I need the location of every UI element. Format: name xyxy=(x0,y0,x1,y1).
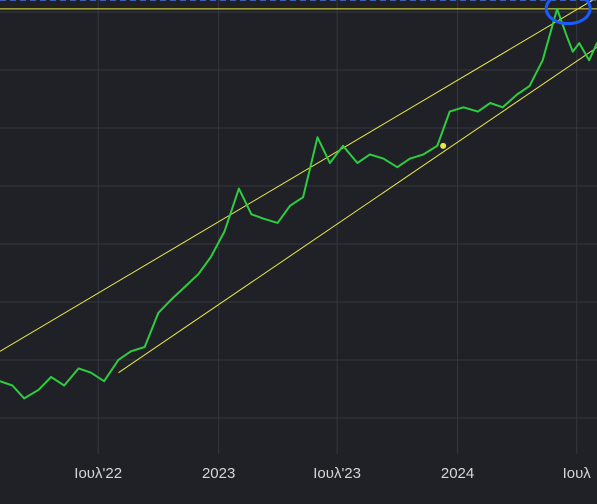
series-point xyxy=(541,59,544,62)
series-point xyxy=(209,256,212,259)
series-point xyxy=(436,144,439,147)
series-point xyxy=(565,33,568,36)
series-point xyxy=(342,144,344,147)
series-group xyxy=(0,7,597,400)
series-point xyxy=(77,367,80,370)
series-point xyxy=(528,85,531,87)
series-point xyxy=(0,380,1,383)
annotations xyxy=(544,0,592,26)
series-point xyxy=(63,384,66,387)
trend-channel xyxy=(0,0,597,374)
x-tick-label: Ιουλ'22 xyxy=(74,465,122,482)
series-point xyxy=(37,388,40,391)
grid xyxy=(0,0,597,454)
trend-line-2 xyxy=(118,46,597,374)
series-point xyxy=(578,42,581,45)
series-point xyxy=(422,153,425,156)
series-point xyxy=(50,376,52,378)
series-point xyxy=(183,286,186,288)
x-tick-label: Ιουλ xyxy=(563,465,592,482)
series-point xyxy=(408,157,411,160)
series-point xyxy=(368,153,371,156)
series-point xyxy=(556,7,558,10)
series-point xyxy=(143,346,146,348)
x-tick-label: 2023 xyxy=(202,465,235,482)
series-point xyxy=(302,196,304,199)
x-tick-label: Ιουλ'23 xyxy=(313,465,361,482)
markers xyxy=(440,142,447,149)
series-point xyxy=(588,59,591,62)
series-point xyxy=(130,350,132,353)
series-point xyxy=(316,136,319,139)
series-point xyxy=(197,273,200,276)
series-point xyxy=(516,93,519,96)
series-point xyxy=(223,230,226,233)
series-point xyxy=(396,166,399,169)
x-tick-label: 2024 xyxy=(441,465,474,482)
series-point xyxy=(11,384,14,387)
series-point xyxy=(448,110,451,113)
series-point xyxy=(117,358,120,361)
series-point xyxy=(23,397,26,400)
series-point xyxy=(90,371,92,374)
series-point xyxy=(489,102,492,104)
horizontal-lines xyxy=(0,0,597,10)
series-point xyxy=(356,162,359,164)
series-point xyxy=(476,110,479,113)
series-point xyxy=(501,106,504,109)
series-point xyxy=(103,380,105,383)
series-point xyxy=(462,106,465,109)
series-point xyxy=(329,162,331,164)
series-point xyxy=(238,187,240,190)
series-point xyxy=(276,221,279,224)
series-point xyxy=(571,50,574,53)
series-point xyxy=(250,213,253,216)
series-point xyxy=(262,217,265,220)
series-point xyxy=(382,157,385,160)
series-point xyxy=(157,311,160,314)
series-line-1 xyxy=(0,7,597,400)
annotation-circle xyxy=(544,0,592,26)
series-point xyxy=(169,299,172,301)
x-axis: Ιουλ'22 2023 Ιουλ'23 2024 Ιουλ xyxy=(74,465,591,482)
trend-line-1 xyxy=(0,0,593,352)
series-point xyxy=(289,204,291,207)
marker-point xyxy=(440,142,447,149)
